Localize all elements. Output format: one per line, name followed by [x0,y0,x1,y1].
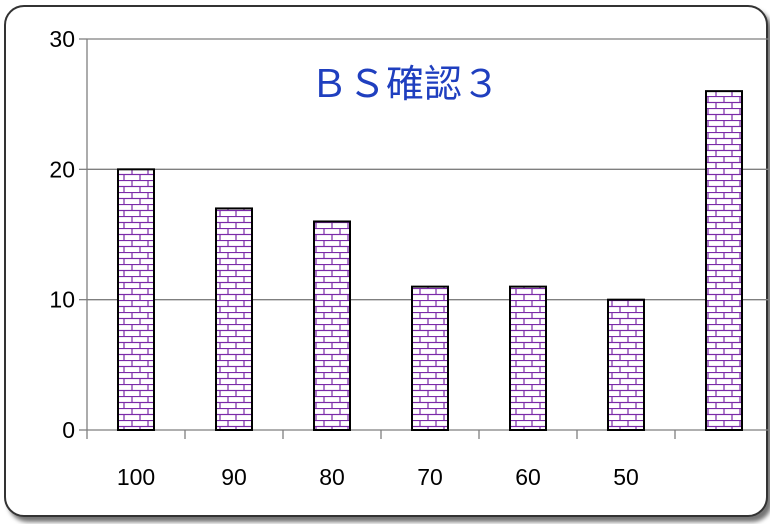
x-tick-label: 50 [613,464,639,490]
x-tick-label: 80 [319,464,345,490]
x-tick-labels: 100 90 80 70 60 50 [117,464,639,490]
bar-100 [117,168,155,431]
bar-60 [509,285,547,431]
bar-90 [215,207,253,431]
y-tick-labels: 0 10 20 30 [49,26,75,443]
y-tick-label: 10 [49,287,75,313]
bar-50 [607,298,645,431]
bar-unlabeled [705,90,743,431]
x-tick-label: 70 [417,464,443,490]
x-tick-label: 60 [515,464,541,490]
y-tick-label: 30 [49,26,75,52]
bars [117,90,743,431]
x-tick-label: 100 [117,464,155,490]
y-tick-label: 0 [62,417,75,443]
chart-title: ＢＳ確認３ [310,62,500,106]
x-tick-label: 90 [221,464,247,490]
y-tick-label: 20 [49,156,75,182]
bar-80 [313,220,351,431]
bar-70 [411,285,449,431]
